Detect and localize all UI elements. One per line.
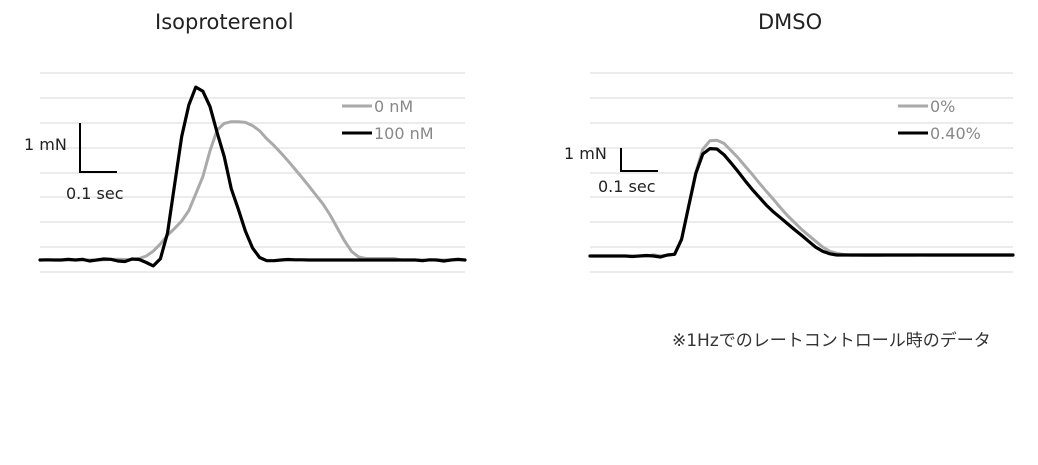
legend-label: 0% [930, 97, 955, 116]
legend-label: 100 nM [374, 124, 434, 143]
chart-title: DMSO [758, 10, 823, 34]
series-line [38, 85, 467, 268]
scale-bar [79, 123, 117, 173]
scale-bar [620, 148, 658, 172]
scale-bar-y-label: 1 mN [564, 144, 607, 163]
series-line [588, 147, 1015, 259]
chart-dmso: DMSO 1 mN 0.1 sec 0% 0.40% [564, 10, 1015, 273]
scale-bar-x-label: 0.1 sec [66, 184, 124, 203]
scale-bar-x-label: 0.1 sec [598, 177, 656, 196]
chart-isoproterenol-plot: 1 mN 0.1 sec 0 nM 100 nM [24, 72, 467, 273]
series-line [588, 138, 1015, 258]
scale-bar-y-label: 1 mN [24, 135, 67, 154]
legend-label: 0.40% [930, 124, 981, 143]
chart-dmso-plot: 1 mN 0.1 sec 0% 0.40% [564, 72, 1015, 273]
legend-label: 0 nM [374, 97, 413, 116]
chart-title: Isoproterenol [155, 10, 294, 34]
chart-isoproterenol: Isoproterenol 1 mN 0.1 sec 0 nM 100 nM [0, 0, 519, 300]
footnote: ※1Hzでのレートコントロール時のデータ [672, 331, 991, 351]
